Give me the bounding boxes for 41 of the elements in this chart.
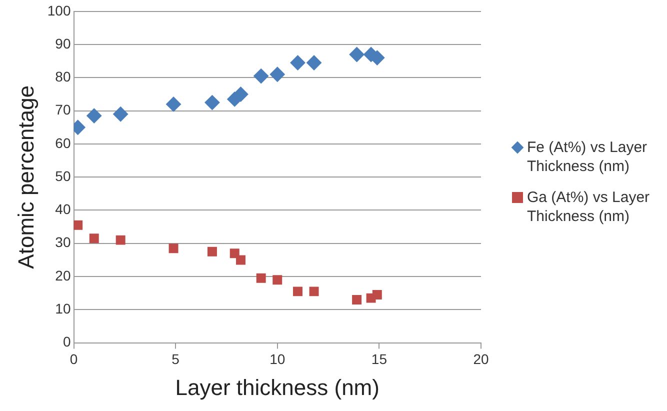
point	[306, 55, 322, 70]
y-tick-label: 60	[55, 134, 71, 151]
x-tick-label: 5	[172, 351, 180, 368]
point	[74, 220, 83, 230]
x-tick-label: 15	[371, 351, 388, 368]
y-tick-label: 10	[55, 300, 71, 317]
y-axis-title: Atomic percentage	[13, 85, 38, 269]
y-tick-label: 30	[55, 234, 71, 250]
point	[272, 275, 282, 285]
y-tick-label: 20	[55, 267, 71, 284]
x-tick-label: 20	[473, 351, 489, 368]
y-tick-label: 80	[55, 68, 71, 85]
point	[86, 108, 102, 124]
point	[166, 96, 182, 112]
y-tick-label: 40	[55, 201, 71, 218]
point	[254, 68, 269, 84]
point	[236, 255, 246, 265]
point	[309, 286, 319, 296]
y-tick-label: 90	[55, 35, 71, 52]
point	[293, 286, 302, 296]
point	[352, 294, 362, 304]
point	[290, 55, 306, 70]
legend-label: Ga (At%) vs Layer Thickness (nm)	[527, 188, 651, 226]
point	[168, 244, 178, 254]
point	[256, 273, 266, 283]
point	[89, 234, 99, 244]
y-tick-label: 0	[62, 334, 71, 350]
point	[372, 290, 382, 300]
legend-label: Fe (At%) vs Layer Thickness (nm)	[527, 138, 648, 176]
point	[116, 235, 126, 245]
point	[349, 46, 364, 62]
y-tick-label: 50	[55, 168, 71, 184]
y-tick-label: 100	[47, 2, 71, 18]
point	[204, 95, 220, 110]
x-axis-title: Layer thickness (nm)	[175, 374, 380, 400]
point	[113, 106, 128, 122]
point	[207, 246, 217, 256]
point	[233, 86, 248, 102]
point	[270, 66, 285, 82]
y-tick-label: 70	[55, 102, 71, 118]
x-tick-label: 10	[270, 351, 286, 368]
